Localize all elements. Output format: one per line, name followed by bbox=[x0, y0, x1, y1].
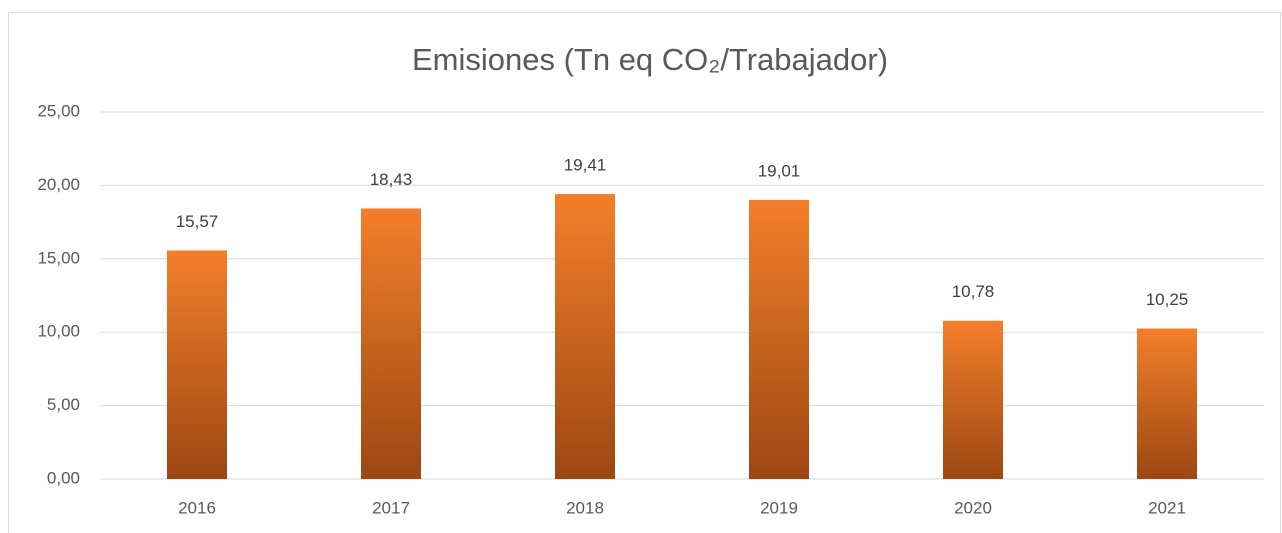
x-tick-label: 2021 bbox=[1148, 498, 1186, 517]
bar bbox=[1137, 328, 1197, 479]
y-tick-label: 10,00 bbox=[37, 322, 80, 341]
value-label: 19,01 bbox=[758, 161, 801, 180]
bar bbox=[943, 320, 1003, 479]
bar bbox=[555, 194, 615, 479]
value-label: 19,41 bbox=[564, 156, 607, 175]
x-tick-label: 2019 bbox=[760, 498, 798, 517]
y-tick-label: 25,00 bbox=[37, 101, 80, 120]
bar bbox=[749, 199, 809, 479]
bar bbox=[167, 250, 227, 479]
bar bbox=[361, 208, 421, 479]
x-tick-label: 2020 bbox=[954, 498, 992, 517]
x-tick-label: 2016 bbox=[178, 498, 216, 517]
value-label: 10,25 bbox=[1146, 290, 1189, 309]
value-label: 18,43 bbox=[370, 170, 413, 189]
chart-frame bbox=[8, 12, 1281, 533]
value-label: 15,57 bbox=[176, 212, 219, 231]
y-tick-label: 0,00 bbox=[47, 468, 80, 487]
y-tick-label: 20,00 bbox=[37, 175, 80, 194]
y-tick-label: 15,00 bbox=[37, 248, 80, 267]
value-label: 10,78 bbox=[952, 282, 995, 301]
y-tick-label: 5,00 bbox=[47, 395, 80, 414]
x-tick-label: 2018 bbox=[566, 498, 604, 517]
chart-title: Emisiones (Tn eq CO₂/Trabajador) bbox=[412, 42, 888, 77]
x-tick-label: 2017 bbox=[372, 498, 410, 517]
